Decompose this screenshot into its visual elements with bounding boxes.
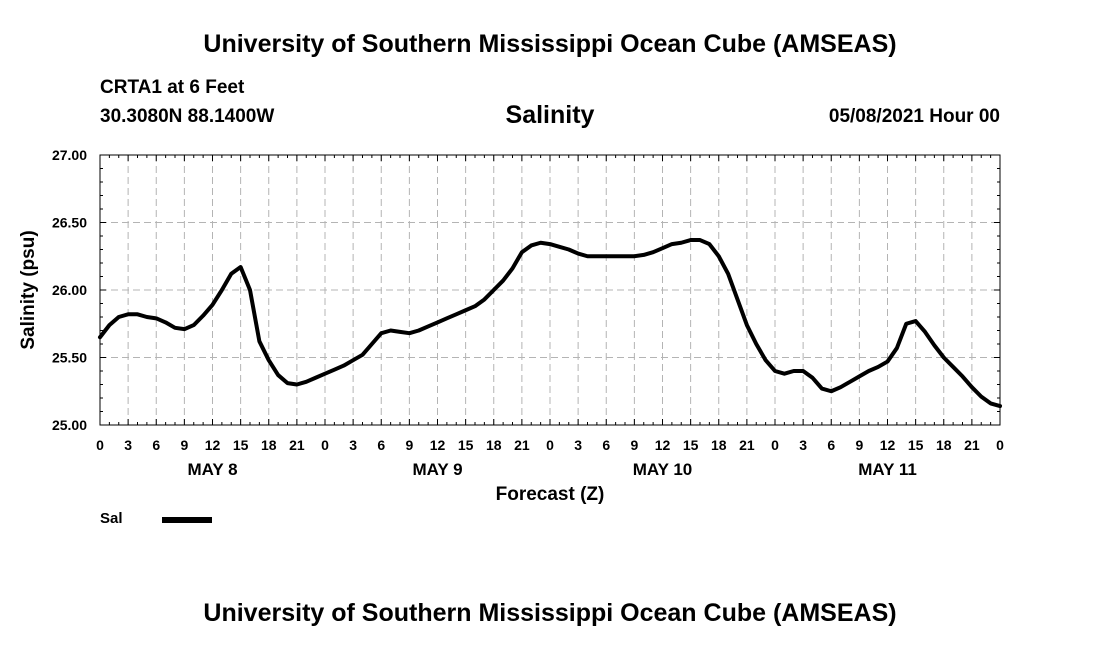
day-label: MAY 9 [412, 460, 462, 479]
tick-labels: 0 3 6 9 12 15 18 21 0 3 6 9 12 15 18 21 0 3 6 9 12 15 18 21 0 3 6 9… [52, 147, 1004, 479]
day-label: MAY 8 [187, 460, 237, 479]
x-tick-label: 6 [827, 437, 835, 453]
x-tick-label: 9 [405, 437, 413, 453]
x-tick-label: 18 [486, 437, 502, 453]
x-tick-label: 3 [574, 437, 582, 453]
x-tick-label: 9 [180, 437, 188, 453]
x-tick-label: 21 [514, 437, 530, 453]
x-axis-label: Forecast (Z) [496, 484, 605, 505]
x-tick-label: 0 [96, 437, 104, 453]
parameter-title: Salinity [505, 101, 595, 129]
x-tick-label: 6 [602, 437, 610, 453]
x-tick-label: 21 [964, 437, 980, 453]
x-tick-label: 21 [289, 437, 305, 453]
x-tick-label: 3 [124, 437, 132, 453]
x-tick-label: 15 [458, 437, 474, 453]
x-tick-label: 3 [799, 437, 807, 453]
x-tick-label: 15 [683, 437, 699, 453]
x-tick-label: 12 [430, 437, 446, 453]
station-label: CRTA1 at 6 Feet [100, 77, 245, 98]
salinity-series-line [98, 238, 1002, 409]
y-tick-label: 25.00 [52, 417, 87, 433]
x-tick-label: 18 [261, 437, 277, 453]
x-tick-label: 15 [908, 437, 924, 453]
x-tick-label: 6 [377, 437, 385, 453]
grid-lines [100, 155, 1000, 425]
x-tick-label: 9 [630, 437, 638, 453]
x-tick-label: 12 [880, 437, 896, 453]
x-tick-label: 12 [205, 437, 221, 453]
datetime-label: 05/08/2021 Hour 00 [828, 106, 1000, 127]
y-tick-label: 25.50 [52, 350, 87, 366]
plot-frame [99, 154, 1001, 426]
y-tick-label: 26.00 [52, 282, 87, 298]
y-tick-label: 26.50 [52, 215, 87, 231]
x-tick-label: 18 [936, 437, 952, 453]
x-tick-label: 3 [349, 437, 357, 453]
y-axis-label: Salinity (psu) [18, 230, 39, 349]
x-tick-label: 21 [739, 437, 755, 453]
x-tick-label: 0 [771, 437, 779, 453]
x-tick-label: 6 [152, 437, 160, 453]
x-tick-label: 12 [655, 437, 671, 453]
footer-title: University of Southern Mississippi Ocean… [203, 599, 897, 627]
x-tick-label: 0 [996, 437, 1004, 453]
legend-swatch [162, 517, 212, 523]
x-tick-label: 0 [321, 437, 329, 453]
x-tick-label: 0 [546, 437, 554, 453]
page-title: University of Southern Mississippi Ocean… [203, 30, 897, 58]
day-label: MAY 11 [858, 460, 917, 479]
day-label: MAY 10 [633, 460, 693, 479]
coordinates-label: 30.3080N 88.1400W [100, 106, 275, 127]
legend-label: Sal [100, 510, 123, 527]
x-tick-label: 15 [233, 437, 249, 453]
x-tick-label: 9 [855, 437, 863, 453]
y-tick-label: 27.00 [52, 147, 87, 163]
x-tick-label: 18 [711, 437, 727, 453]
